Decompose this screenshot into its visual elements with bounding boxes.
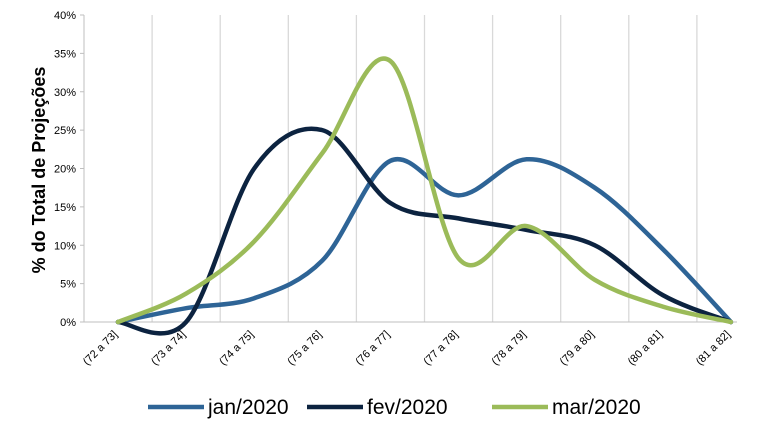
series-line [115, 56, 734, 325]
x-tick-label: (75 a 76] [285, 329, 324, 368]
y-tick-label: 20% [54, 164, 76, 176]
x-tick-label: (81 a 82] [694, 329, 733, 368]
legend-label: jan/2020 [207, 396, 289, 419]
series-lines [115, 56, 734, 336]
series-line [115, 126, 734, 336]
y-tick-label: 35% [54, 48, 76, 60]
legend-label: mar/2020 [552, 396, 641, 419]
series-line [115, 156, 734, 325]
y-axis-title: % do Total de Projeções [29, 67, 49, 274]
y-tick-label: 30% [54, 87, 76, 99]
y-tick-label: 5% [60, 279, 76, 291]
x-tick-label: (77 a 78] [421, 329, 460, 368]
y-tick-label: 25% [54, 125, 76, 137]
legend: jan/2020 fev/2020 mar/2020 [148, 396, 641, 419]
x-tick-label: (79 a 80] [558, 329, 597, 368]
x-tick-label: (72 a 73] [81, 329, 120, 368]
x-tick-label: (78 a 79] [490, 329, 529, 368]
x-tick-label: (76 a 77] [353, 329, 392, 368]
y-tick-label: 10% [54, 240, 76, 252]
y-tick-label: 40% [54, 10, 76, 22]
legend-label: fev/2020 [367, 396, 448, 419]
y-axis-ticks: 0% 5% 10% 15% 20% 25% 30% 35% 40% [54, 10, 84, 329]
x-tick-label: (80 a 81] [626, 329, 665, 368]
y-tick-label: 15% [54, 202, 76, 214]
vertical-gridlines [151, 15, 698, 322]
y-tick-label: 0% [60, 317, 76, 329]
x-axis-ticks: (72 a 73] (73 a 74] (74 a 75] (75 a 76] (76 … [81, 329, 733, 368]
x-tick-label: (74 a 75] [217, 329, 256, 368]
